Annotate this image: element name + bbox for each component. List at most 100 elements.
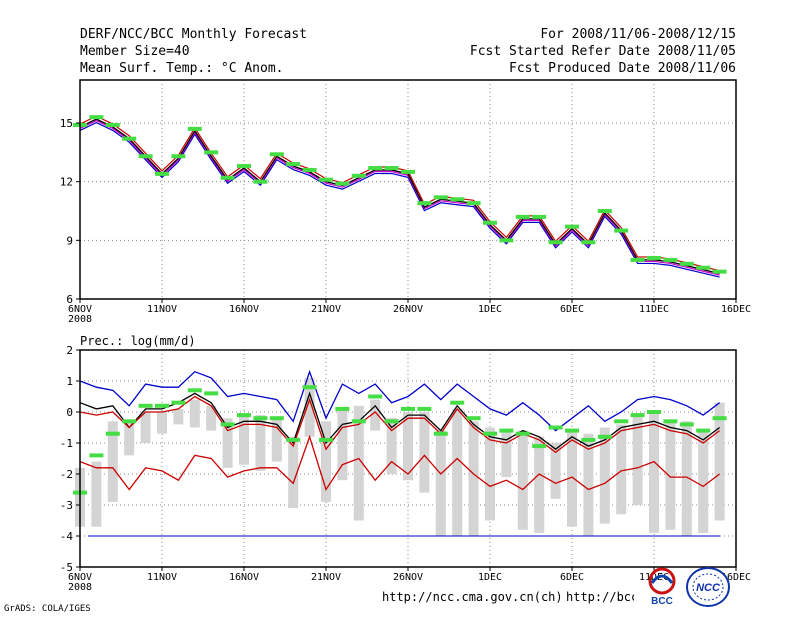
prec-obs-marker — [105, 431, 120, 436]
temp-obs-marker — [368, 165, 383, 170]
prec-range-bar — [337, 408, 348, 481]
ncc-logo: NCC — [686, 567, 730, 607]
prec-lower-line — [79, 395, 720, 454]
prec-obs-marker — [548, 425, 563, 430]
temp-member-line — [79, 121, 720, 278]
prec-obs-marker — [204, 391, 219, 396]
url-en[interactable]: http://bcc.cma.gov.cn — [566, 590, 634, 604]
prec-range-bar — [534, 436, 545, 533]
prec-obs-marker — [401, 406, 415, 411]
prec-obs-marker — [630, 413, 645, 418]
temp-xtick-label: 16DEC — [721, 304, 751, 315]
prec-range-bar — [271, 418, 282, 462]
forecast-period: For 2008/11/06-2008/12/15 — [540, 27, 736, 42]
prec-range-bar — [239, 415, 249, 465]
temp-obs-marker — [401, 169, 415, 174]
prec-mean-line — [79, 391, 720, 451]
prec-obs-marker — [237, 413, 251, 418]
prec-obs-marker — [450, 400, 465, 405]
temp-obs-marker — [647, 255, 661, 260]
prec-obs-marker — [171, 400, 186, 405]
prec-obs-marker — [532, 444, 547, 449]
temp-xtick-year: 2008 — [68, 314, 92, 325]
temp-obs-marker — [565, 224, 579, 229]
prec-range-bar — [222, 418, 233, 468]
prec-range-bar — [124, 421, 135, 456]
prec-obs-marker — [138, 403, 153, 408]
temp-obs-marker — [433, 195, 448, 200]
temp-xtick-label: 6DEC — [560, 304, 584, 315]
prec-xtick-year: 2008 — [68, 582, 92, 593]
temp-xtick-label: 26NOV — [393, 304, 423, 315]
temp-obs-marker — [696, 265, 711, 270]
prec-range-bar — [435, 430, 446, 536]
prec-range-bar — [485, 427, 495, 521]
prec-title: Prec.: log(mm/d) — [80, 334, 196, 348]
temp-obs-marker — [286, 162, 301, 167]
temp-obs-marker — [155, 171, 169, 176]
prec-obs-marker — [269, 416, 284, 421]
prec-range-bar — [288, 436, 299, 509]
prec-range-bar — [173, 408, 184, 425]
prec-range-bar — [353, 405, 364, 521]
variable-label: Mean Surf. Temp.: °C Anom. — [80, 61, 284, 76]
prec-range-bar — [501, 430, 512, 478]
prec-range-bar — [304, 377, 315, 437]
prec-obs-marker — [647, 410, 661, 414]
prec-ytick-label: 2 — [66, 344, 73, 357]
prec-range-bar — [255, 415, 266, 471]
prec-range-bar — [452, 408, 463, 536]
temp-obs-marker — [515, 214, 530, 219]
prec-range-bar — [468, 421, 479, 536]
prec-obs-marker — [679, 422, 694, 427]
refer-date: Fcst Started Refer Date 2008/11/05 — [469, 44, 736, 59]
prec-range-bar — [649, 412, 659, 533]
temp-obs-marker — [663, 257, 678, 262]
temp-member-line — [79, 120, 720, 276]
temp-xtick-label: 16NOV — [229, 304, 259, 315]
temp-obs-marker — [335, 181, 350, 186]
prec-lowest-line — [79, 434, 720, 492]
prec-obs-marker — [483, 431, 497, 436]
temp-obs-marker — [351, 173, 366, 178]
prec-obs-marker — [384, 419, 399, 424]
temp-obs-marker — [319, 177, 333, 182]
temp-obs-marker — [105, 122, 120, 127]
prec-range-bar — [370, 399, 381, 431]
prec-xtick-label: 1DEC — [478, 572, 502, 583]
prec-range-bar — [616, 424, 627, 515]
prec-xtick-label: 11DEC — [639, 572, 669, 583]
prec-range-bar — [91, 461, 102, 527]
temp-xtick-label: 21NOV — [311, 304, 341, 315]
temp-ytick-label: 12 — [60, 176, 73, 189]
prec-range-bar — [321, 421, 331, 502]
prec-xtick-label: 11NOV — [147, 572, 177, 583]
prec-obs-marker — [253, 416, 268, 421]
temp-obs-marker — [679, 261, 694, 266]
prec-range-bar — [698, 430, 709, 533]
temp-ytick-label: 15 — [60, 117, 73, 130]
temp-obs-marker — [89, 115, 104, 120]
url-ch[interactable]: http://ncc.cma.gov.cn(ch) — [382, 590, 563, 604]
prec-xtick-label: 26NOV — [393, 572, 423, 583]
prec-obs-marker — [614, 419, 629, 424]
title-product: DERF/NCC/BCC Monthly Forecast — [80, 27, 307, 42]
prec-obs-marker — [220, 422, 235, 427]
prec-range-bar — [140, 412, 151, 443]
temp-obs-marker — [532, 214, 547, 219]
temp-xtick-label: 11DEC — [639, 304, 669, 315]
prec-obs-marker — [712, 416, 727, 421]
temp-obs-marker — [253, 179, 268, 184]
prec-ytick-label: 1 — [66, 375, 73, 388]
prec-range-bar — [714, 402, 725, 521]
temp-ytick-label: 9 — [66, 234, 73, 247]
temp-obs-marker — [614, 228, 629, 233]
prec-obs-marker — [155, 403, 169, 408]
prec-obs-marker — [286, 437, 301, 442]
temp-obs-marker — [122, 136, 137, 141]
prec-obs-marker — [466, 416, 481, 421]
prec-obs-marker — [597, 434, 612, 439]
svg-text:NCC: NCC — [696, 582, 721, 594]
prec-range-bar — [107, 421, 118, 502]
